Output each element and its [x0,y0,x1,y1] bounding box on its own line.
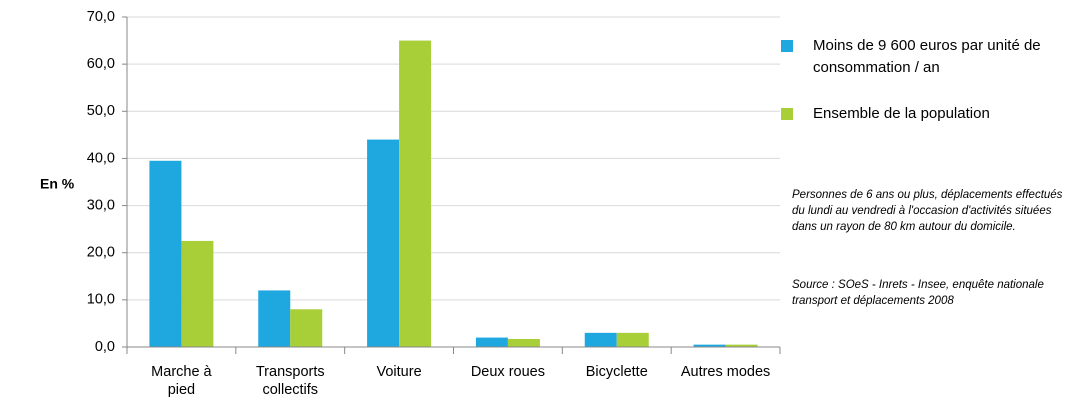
bar [725,344,758,347]
x-tick-label: Marche à pied [151,364,212,398]
legend-swatch [781,40,793,52]
legend-item: Ensemble de la population [781,103,1068,125]
note: Source : SOeS - Inrets - Insee, enquête … [792,279,1044,307]
x-tick-label: Voiture [376,364,422,380]
y-tick-label: 0,0 [95,339,115,355]
legend-label: Moins de 9 600 euros par unité de consom… [813,37,1041,76]
bar [258,290,291,347]
x-tick-label: Deux roues [470,364,545,380]
bar [181,240,214,347]
y-axis-label: En % [40,176,75,192]
x-tick-label: Transports collectifs [255,364,325,398]
note: Personnes de 6 ans ou plus, déplacements… [792,189,1063,233]
y-tick-label: 70,0 [87,9,115,25]
bar [367,139,400,347]
x-tick-label: Autres modes [680,364,771,380]
legend-label: Ensemble de la population [813,105,990,122]
x-tick-label: Bicyclette [585,364,648,380]
legend-swatch [781,108,793,120]
y-tick-label: 40,0 [87,150,115,166]
bar [475,337,508,347]
bar [149,160,182,347]
legend-item: Moins de 9 600 euros par unité de consom… [781,35,1068,79]
bar [507,338,540,347]
y-tick-label: 30,0 [87,197,115,213]
y-tick-label: 20,0 [87,245,115,261]
y-tick-label: 60,0 [87,56,115,72]
bar [616,332,649,347]
y-tick-label: 50,0 [87,103,115,119]
y-tick-label: 10,0 [87,292,115,308]
bar [290,309,323,347]
bar [693,344,726,347]
bar [584,332,617,347]
bar [399,40,432,347]
